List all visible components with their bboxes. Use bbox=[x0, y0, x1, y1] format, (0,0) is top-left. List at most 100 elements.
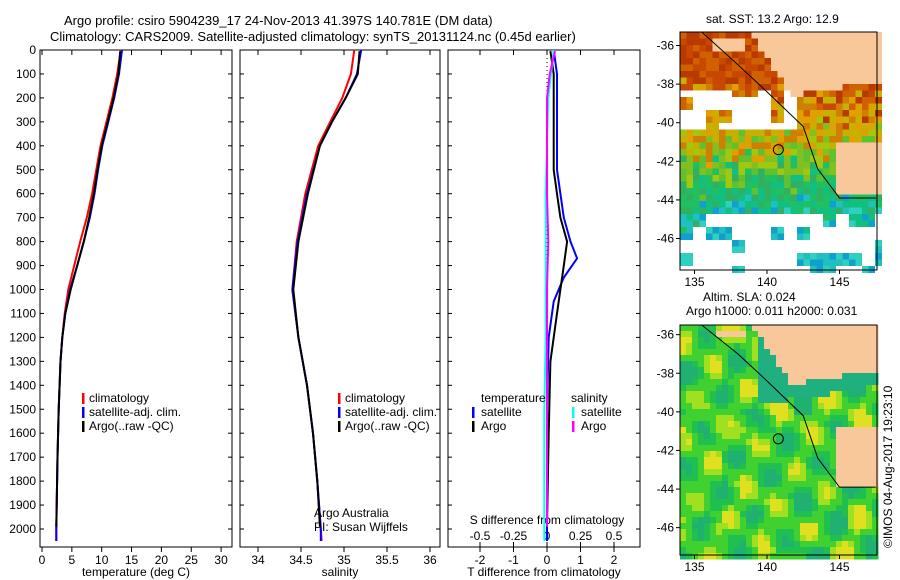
map-cell bbox=[836, 499, 843, 506]
map-cell bbox=[818, 373, 825, 380]
map-cell bbox=[758, 162, 765, 169]
map-cell bbox=[790, 149, 798, 156]
map-cell bbox=[842, 553, 849, 560]
map-cell bbox=[784, 259, 791, 267]
map-cell bbox=[686, 391, 693, 398]
map-cell bbox=[734, 553, 741, 560]
map-cell bbox=[764, 493, 771, 500]
map-cell bbox=[732, 162, 739, 169]
map-cell bbox=[770, 343, 777, 350]
map-cell bbox=[751, 207, 759, 215]
map-cell bbox=[812, 553, 819, 560]
map-cell bbox=[680, 337, 687, 344]
map-cell bbox=[816, 233, 824, 241]
map-cell bbox=[770, 373, 777, 380]
map-cell bbox=[836, 149, 843, 156]
map-cell bbox=[752, 535, 759, 542]
map-cell bbox=[784, 240, 791, 247]
map-cell bbox=[812, 367, 819, 374]
map-cell bbox=[725, 142, 733, 150]
map-cell bbox=[746, 481, 753, 488]
map-cell bbox=[771, 103, 778, 111]
map-cell bbox=[788, 331, 795, 338]
map-cell bbox=[693, 71, 700, 78]
map-cell bbox=[680, 162, 687, 169]
map-cell bbox=[872, 493, 879, 500]
map-cell bbox=[740, 553, 747, 560]
map-cell bbox=[738, 168, 746, 176]
map-cell bbox=[710, 541, 717, 548]
lat-tick-label: -38 bbox=[657, 77, 675, 91]
map-cell bbox=[830, 367, 837, 374]
map-cell bbox=[693, 240, 700, 247]
map-cell bbox=[722, 505, 729, 512]
map-cell bbox=[706, 123, 713, 130]
map-cell bbox=[794, 391, 801, 398]
map-cell bbox=[790, 155, 798, 163]
map-cell bbox=[830, 505, 837, 512]
map-cell bbox=[862, 123, 869, 130]
depth-tick-label: 1200 bbox=[9, 330, 36, 344]
map-cell bbox=[680, 343, 687, 350]
x-tick-label: 34.5 bbox=[289, 553, 313, 567]
sla-map-isobath bbox=[701, 324, 876, 488]
map-cell bbox=[842, 493, 849, 500]
map-cell bbox=[866, 445, 873, 452]
legend-label: satellite bbox=[481, 405, 522, 419]
map-cell bbox=[849, 259, 856, 267]
map-cell bbox=[722, 547, 729, 554]
map-cell bbox=[806, 463, 813, 470]
map-cell bbox=[797, 58, 804, 65]
map-cell bbox=[770, 415, 777, 422]
map-cell bbox=[823, 155, 830, 163]
map-cell bbox=[712, 142, 720, 150]
map-cell bbox=[849, 97, 856, 104]
map-cell bbox=[812, 397, 819, 404]
map-cell bbox=[836, 385, 843, 392]
map-cell bbox=[782, 463, 789, 470]
map-cell bbox=[776, 409, 783, 416]
map-cell bbox=[782, 325, 789, 332]
map-cell bbox=[699, 77, 707, 85]
map-cell bbox=[686, 427, 693, 434]
map-cell bbox=[823, 246, 830, 254]
map-cell bbox=[788, 463, 795, 470]
map-cell bbox=[824, 397, 831, 404]
map-cell bbox=[855, 253, 863, 260]
map-cell bbox=[734, 385, 741, 392]
map-cell bbox=[784, 90, 791, 98]
map-cell bbox=[800, 433, 807, 440]
map-cell bbox=[706, 129, 713, 137]
map-cell bbox=[875, 240, 882, 247]
map-cell bbox=[848, 343, 855, 350]
float-position-marker bbox=[772, 144, 784, 156]
map-cell bbox=[797, 110, 804, 117]
map-cell bbox=[797, 71, 804, 78]
map-cell bbox=[794, 493, 801, 500]
map-cell bbox=[734, 475, 741, 482]
map-cell bbox=[699, 71, 707, 78]
map-cell bbox=[770, 505, 777, 512]
map-cell bbox=[686, 409, 693, 416]
map-cell bbox=[758, 240, 765, 247]
map-cell bbox=[803, 90, 811, 98]
map-cell bbox=[758, 535, 765, 542]
map-cell bbox=[800, 325, 807, 332]
map-cell bbox=[746, 439, 753, 446]
map-cell bbox=[699, 45, 707, 52]
map-cell bbox=[776, 541, 783, 548]
map-cell bbox=[764, 103, 772, 111]
map-cell bbox=[716, 337, 723, 344]
map-cell bbox=[803, 246, 811, 254]
map-cell bbox=[810, 84, 817, 91]
map-cell bbox=[680, 355, 687, 362]
map-cell bbox=[680, 175, 687, 182]
map-cell bbox=[866, 343, 873, 350]
map-cell bbox=[680, 168, 687, 176]
x-tick-label: 34 bbox=[251, 553, 265, 567]
map-cell bbox=[728, 463, 735, 470]
map-cell bbox=[712, 103, 720, 111]
depth-tick-label: 700 bbox=[16, 211, 36, 225]
map-cell bbox=[868, 51, 876, 59]
panel-frame-differences bbox=[447, 49, 641, 548]
